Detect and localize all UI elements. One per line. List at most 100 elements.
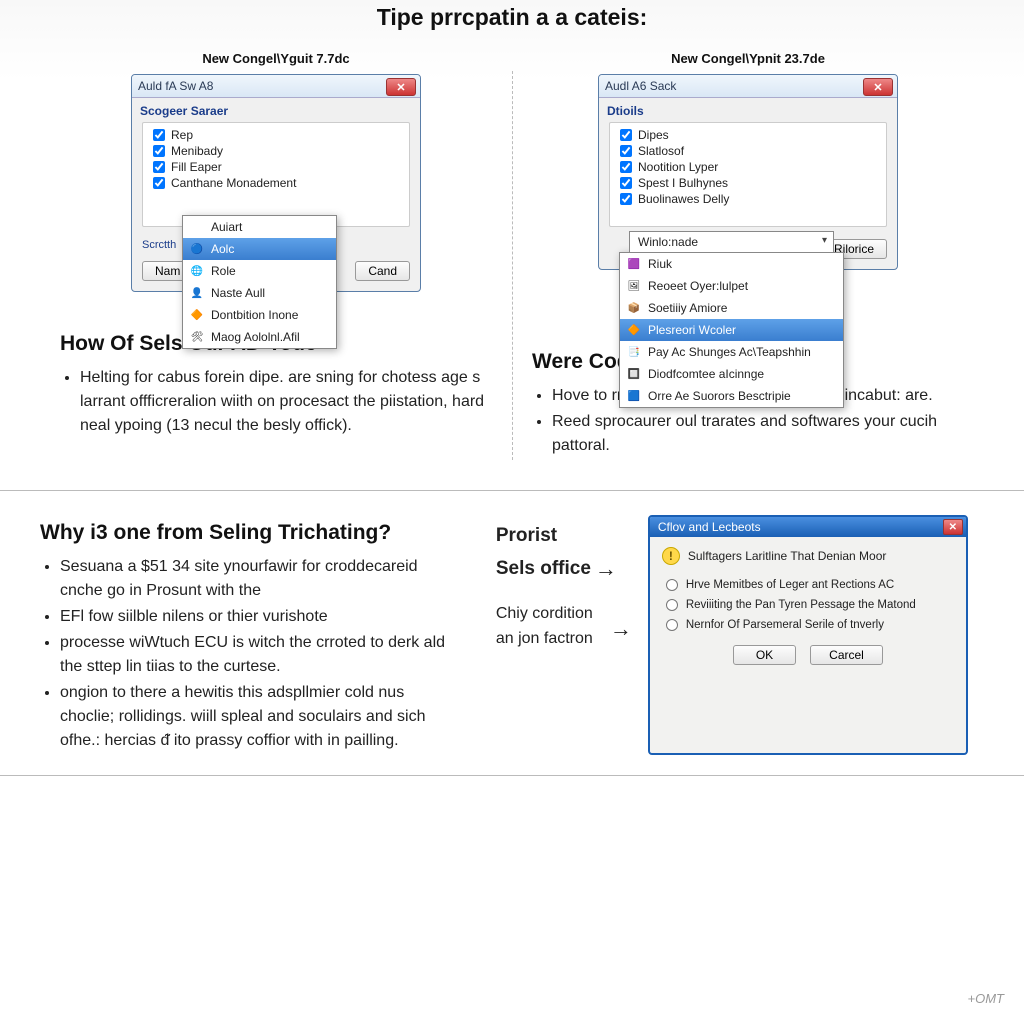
radio[interactable]: [666, 579, 678, 591]
close-icon[interactable]: ✕: [943, 519, 963, 535]
menu-item[interactable]: 🛠Maog Aololnl.Afil: [183, 326, 336, 348]
checkbox-row[interactable]: Menibady: [149, 143, 403, 159]
menu-item-icon: 📦: [626, 300, 642, 316]
menu-item-icon: 👤: [189, 285, 205, 301]
checkbox-label: Spest I Bulhynes: [638, 176, 728, 190]
dialog-left-title: Auld fA Sw A8: [138, 79, 213, 93]
checkbox-row[interactable]: Dipes: [616, 127, 880, 143]
bullet-item: EFl fow siilble nilens or thier vurishot…: [60, 605, 456, 629]
menu-item-icon: 📑: [626, 344, 642, 360]
menu-item[interactable]: 📦 Soetiiiy Amiore: [620, 297, 843, 319]
checkbox-group-left: RepMenibady Fill Eaper Canthane Monadement: [142, 122, 410, 227]
checkbox-label: Canthane Monadement: [171, 176, 296, 190]
checkbox-label: Menibady: [171, 144, 223, 158]
menu-item[interactable]: 📑Pay Ac Shunges Ac\Teapshhin: [620, 341, 843, 363]
lower-right: Prorist Sels office → Chiy cordition an …: [496, 521, 984, 755]
cancel-button[interactable]: Cand: [355, 261, 410, 281]
arrow-icon: →: [610, 611, 632, 646]
checkbox-row[interactable]: Rep: [149, 127, 403, 143]
checkbox-label: Buolinawes Delly: [638, 192, 729, 206]
menu-item[interactable]: 🔵 Aolc: [183, 238, 336, 260]
warning-icon: !: [662, 547, 680, 565]
menu-item[interactable]: 🖼Reoeet Oyer:lulpet: [620, 275, 843, 297]
menu-item[interactable]: 🔲Diodfcomtee aIcinnge: [620, 363, 843, 385]
menu-item[interactable]: 🔶Dontbition Inone: [183, 304, 336, 326]
checkbox-row[interactable]: Slatlosof: [616, 143, 880, 159]
heading-lower-left: Why i3 one from Seling Trichating?: [40, 521, 456, 545]
bullet-item: processe wiWtuch ECU is witch the crrote…: [60, 631, 456, 679]
menu-item-icon: [189, 219, 205, 235]
menu-item-icon: 🔵: [189, 241, 205, 257]
ok-button[interactable]: OK: [733, 645, 796, 665]
checkbox[interactable]: [620, 177, 632, 189]
menu-item[interactable]: 🔶Plesreori Wcoler: [620, 319, 843, 341]
checkbox-label: Nootition Lyper: [638, 160, 718, 174]
radio-label: Nernfor Of Parsemeral Serile of tnverly: [686, 619, 884, 631]
dialog-right-title: Audl A6 Sack: [605, 79, 676, 93]
checkbox[interactable]: [620, 193, 632, 205]
radio[interactable]: [666, 599, 678, 611]
menu-item-icon: 🟪: [626, 256, 642, 272]
top-section: New Congel\Yguit 7.7dc Auld fA Sw A8 ✕ S…: [0, 31, 1024, 491]
dialog-options: Cflov and Lecbeots ✕ ! Sulftagers Laritl…: [648, 515, 968, 755]
radio-row[interactable]: Hrve Memitbes of Leger ant Rections AC: [662, 575, 954, 595]
menu-item[interactable]: 🟪Riuk: [620, 253, 843, 275]
menu-item[interactable]: Auiart: [183, 216, 336, 238]
group-label-left: Scogeer Saraer: [132, 98, 420, 120]
menu-item-label: Aolc: [211, 242, 234, 256]
caption-right: New Congel\Ypnit 23.7de: [532, 51, 964, 66]
menu-item[interactable]: 👤Naste Aull: [183, 282, 336, 304]
page-title: Tipe prrcpatin a a cateis:: [0, 0, 1024, 31]
checkbox[interactable]: [153, 129, 165, 141]
column-left: New Congel\Yguit 7.7dc Auld fA Sw A8 ✕ S…: [40, 51, 512, 460]
subtext: Chiy cordition an jon factron: [496, 601, 606, 652]
checkbox[interactable]: [620, 161, 632, 173]
close-icon[interactable]: ✕: [863, 78, 893, 96]
radio[interactable]: [666, 619, 678, 631]
menu-item-label: Diodfcomtee aIcinnge: [648, 367, 764, 381]
checkbox-label: Dipes: [638, 128, 669, 142]
menu-item-icon: 🖼: [626, 278, 642, 294]
dialog-left: Auld fA Sw A8 ✕ Scogeer Saraer RepMeniba…: [131, 74, 421, 292]
divider-vertical: [512, 71, 513, 460]
radio-label: Reviiiting the Pan Tyren Pessage the Mat…: [686, 599, 916, 611]
checkbox-row[interactable]: Spest I Bulhynes: [616, 175, 880, 191]
context-menu-right[interactable]: 🟪Riuk🖼Reoeet Oyer:lulpet 📦 Soetiiiy Amiore…: [619, 252, 844, 408]
checkbox-row[interactable]: Fill Eaper: [149, 159, 403, 175]
bullet-item: Helting for cabus forein dipe. are sning…: [80, 366, 492, 438]
checkbox-label: Slatlosof: [638, 144, 684, 158]
checkbox[interactable]: [153, 161, 165, 173]
checkbox[interactable]: [153, 177, 165, 189]
dialog-right-titlebar: Audl A6 Sack ✕: [599, 75, 897, 98]
heading-prorist: Prorist: [496, 521, 636, 551]
menu-item-icon: 🔶: [189, 307, 205, 323]
checkbox[interactable]: [620, 145, 632, 157]
checkbox-group-right: Dipes Slatlosof Nootition Lyper Spest I Bul…: [609, 122, 887, 227]
menu-item[interactable]: 🌐Role: [183, 260, 336, 282]
checkbox-row[interactable]: Nootition Lyper: [616, 159, 880, 175]
bottom-section: Why i3 one from Seling Trichating? Sesua…: [0, 491, 1024, 776]
menu-item[interactable]: 🟦Orre Ae Suorors Besctripie: [620, 385, 843, 407]
context-menu-left[interactable]: Auiart 🔵 Aolc 🌐Role👤Naste Aull🔶Dontbition I…: [182, 215, 337, 349]
menu-item-icon: 🟦: [626, 388, 642, 404]
checkbox-row[interactable]: Canthane Monadement: [149, 175, 403, 191]
lower-right-text: Prorist Sels office → Chiy cordition an …: [496, 521, 636, 755]
menu-item-icon: 🔶: [626, 322, 642, 338]
bullet-item: ongion to there a hewitis this adspllmie…: [60, 681, 456, 753]
close-icon[interactable]: ✕: [386, 78, 416, 96]
dialog-options-header: Sulftagers Laritline That Denian Moor: [688, 549, 887, 563]
combo-box[interactable]: Winlo:nade: [629, 231, 834, 253]
cancel-button[interactable]: Carcel: [810, 645, 883, 665]
menu-item-label: Maog Aololnl.Afil: [211, 330, 300, 344]
radio-row[interactable]: Nernfor Of Parsemeral Serile of tnverly: [662, 615, 954, 635]
radio-row[interactable]: Reviiiting the Pan Tyren Pessage the Mat…: [662, 595, 954, 615]
group-label-right: Dtioils: [599, 98, 897, 120]
checkbox[interactable]: [153, 145, 165, 157]
bullet-item: Reed sprocaurer oul trarates and softwar…: [552, 410, 964, 458]
checkbox-row[interactable]: Buolinawes Delly: [616, 191, 880, 207]
checkbox-label: Fill Eaper: [171, 160, 222, 174]
menu-item-label: Soetiiiy Amiore: [648, 301, 727, 315]
checkbox[interactable]: [620, 129, 632, 141]
radio-label: Hrve Memitbes of Leger ant Rections AC: [686, 579, 894, 591]
menu-item-label: Auiart: [211, 220, 242, 234]
